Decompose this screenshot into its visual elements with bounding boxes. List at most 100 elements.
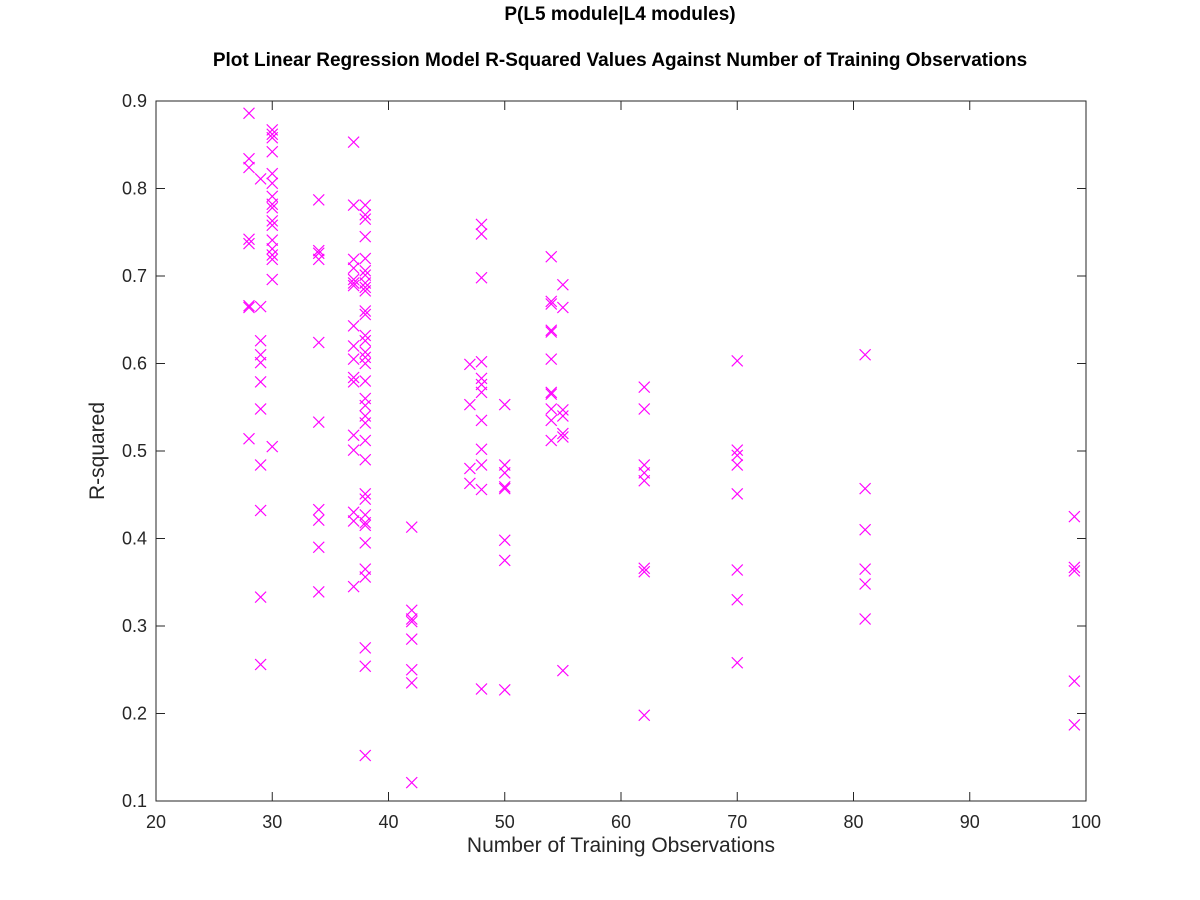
data-point (498, 482, 511, 495)
data-point (475, 372, 488, 385)
data-point (556, 664, 569, 677)
data-point (859, 563, 872, 576)
data-point (475, 443, 488, 456)
data-point (312, 193, 325, 206)
data-point (498, 683, 511, 696)
data-point (545, 414, 558, 427)
data-point (359, 230, 372, 243)
data-point (545, 250, 558, 263)
data-point (312, 514, 325, 527)
data-point (266, 249, 279, 261)
data-point (475, 355, 488, 368)
data-point (463, 358, 476, 371)
data-point (243, 233, 255, 246)
data-point (359, 284, 372, 297)
data-point (638, 403, 651, 415)
data-point (463, 398, 476, 411)
data-point (859, 482, 872, 495)
data-point (254, 591, 267, 604)
data-point (266, 131, 279, 144)
data-point (266, 145, 279, 158)
data-point (556, 427, 569, 440)
data-point (731, 656, 744, 669)
data-point (498, 554, 511, 567)
x-tick-label: 20 (146, 812, 166, 832)
data-point (731, 459, 744, 471)
data-point (498, 480, 511, 493)
data-point (731, 444, 744, 457)
data-point (347, 136, 360, 149)
data-point (359, 346, 372, 359)
data-point (859, 578, 872, 590)
data-point (859, 348, 872, 361)
data-point (498, 534, 511, 547)
data-point (859, 613, 872, 625)
y-tick-label: 0.4 (122, 529, 147, 549)
data-point (359, 199, 372, 212)
x-axis-label: Number of Training Observations (467, 834, 775, 857)
data-point (498, 466, 511, 479)
data-point (254, 356, 267, 369)
y-tick-label: 0.5 (122, 441, 147, 461)
data-point (266, 219, 279, 232)
data-point (347, 375, 360, 388)
axis-ticks (155, 100, 1087, 802)
data-point (359, 357, 372, 370)
data-point (359, 213, 372, 226)
data-point (475, 483, 488, 496)
data-point (638, 709, 651, 722)
data-point (463, 462, 476, 475)
data-point (359, 417, 372, 429)
data-point (731, 593, 744, 606)
data-point (359, 536, 372, 549)
data-point (266, 214, 279, 227)
data-point (347, 371, 360, 384)
data-point (312, 585, 325, 598)
data-point (638, 381, 651, 394)
data-point (347, 444, 360, 457)
data-point (1068, 718, 1081, 731)
data-point (475, 218, 488, 231)
data-point (359, 308, 372, 321)
data-point (359, 334, 372, 347)
data-point (359, 208, 372, 221)
data-point (312, 503, 325, 516)
data-point (254, 172, 267, 185)
data-point (359, 660, 372, 673)
data-point (359, 453, 372, 466)
data-point (545, 434, 558, 447)
data-point (312, 244, 325, 257)
chart-title: Plot Linear Regression Model R-Squared V… (212, 50, 1028, 71)
data-point (266, 177, 279, 190)
data-point (405, 613, 418, 625)
data-point (405, 633, 418, 646)
data-point (475, 271, 488, 284)
data-point (731, 354, 744, 367)
data-point (266, 167, 279, 180)
data-point (312, 541, 325, 554)
y-tick-labels: 0.1 0.2 0.3 0.4 0.5 0.6 0.7 0.8 0.9 (122, 91, 147, 811)
data-point (545, 403, 558, 415)
data-point (254, 459, 267, 471)
y-tick-label: 0.2 (122, 704, 147, 724)
data-point (266, 201, 279, 214)
x-tick-label: 40 (378, 812, 398, 832)
data-point (545, 388, 558, 401)
data-point (545, 298, 558, 310)
data-point (347, 277, 360, 289)
data-point (545, 326, 558, 338)
x-tick-labels: 20 30 40 50 60 70 80 90 100 (146, 812, 1101, 832)
data-point (1068, 675, 1081, 688)
data-point (1068, 510, 1081, 523)
data-point (266, 440, 279, 453)
data-point (359, 351, 372, 364)
data-point (347, 506, 360, 519)
data-point (359, 493, 372, 506)
data-point (556, 278, 569, 291)
data-point (312, 416, 325, 429)
y-tick-label: 0.7 (122, 266, 147, 286)
data-point (254, 375, 267, 388)
data-point (359, 749, 372, 762)
y-tick-label: 0.9 (122, 91, 147, 111)
x-tick-label: 100 (1071, 812, 1101, 832)
